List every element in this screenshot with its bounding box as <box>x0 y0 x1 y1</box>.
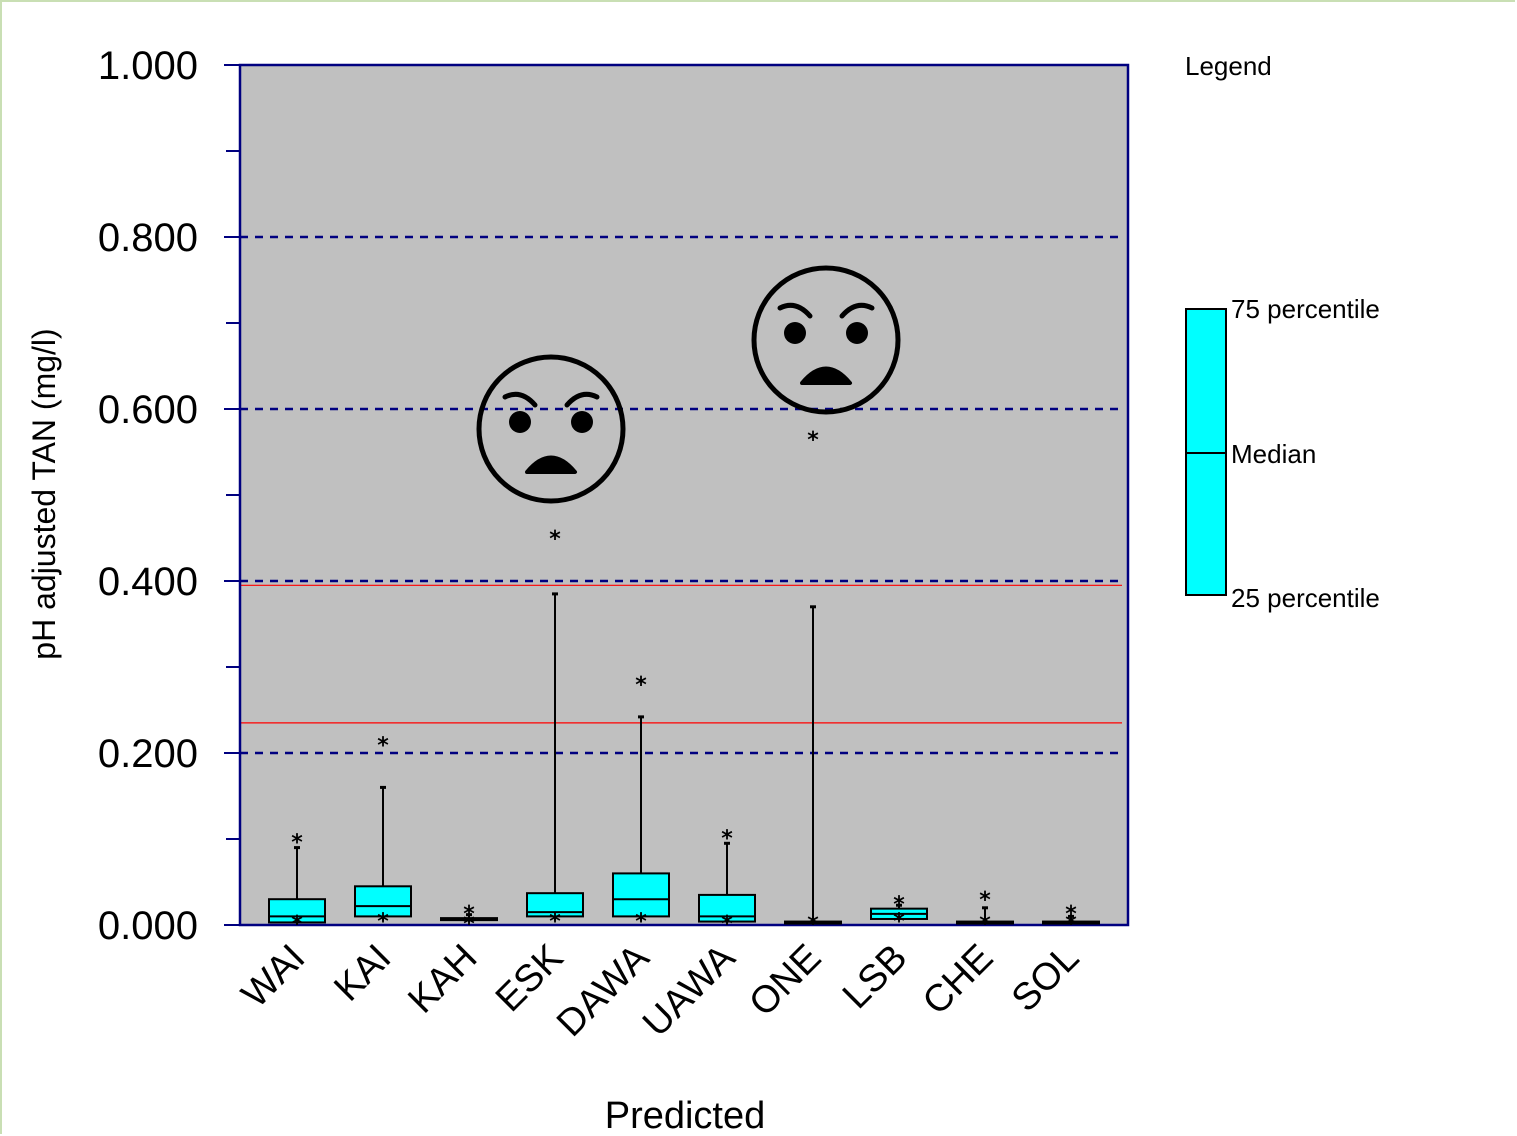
box-sol: ** <box>1042 902 1100 937</box>
outlier-marker-1: * <box>721 912 733 937</box>
outlier-marker-1: * <box>893 910 905 935</box>
face-brow-right <box>564 391 600 408</box>
legend-title: Legend <box>1185 51 1272 81</box>
outlier-marker-1: * <box>291 912 303 937</box>
outlier-marker-0: * <box>635 673 647 698</box>
y-tick-label-5: 1.000 <box>98 44 198 88</box>
y-tick-label-4: 0.800 <box>98 216 198 260</box>
face-eye-right <box>571 411 593 433</box>
box-uawa: ** <box>698 826 756 937</box>
y-tick-label-1: 0.200 <box>98 732 198 776</box>
legend-label-median: Median <box>1231 439 1316 469</box>
outlier-marker-0: * <box>1065 902 1077 927</box>
iqr-box <box>612 872 670 918</box>
angry-face-icon <box>751 265 901 415</box>
face-brow-left <box>502 391 538 408</box>
outlier-marker-1: * <box>979 912 991 937</box>
face-brow-left <box>777 302 813 319</box>
y-axis-title: pH adjusted TAN (mg/l) <box>26 328 62 659</box>
face-brow-right <box>839 302 875 319</box>
outlier-marker-0: * <box>721 826 733 851</box>
x-tick-label-dawa: DAWA <box>549 936 658 1045</box>
face-outline <box>476 354 626 504</box>
face-frown <box>525 455 577 474</box>
face-eye-right <box>846 322 868 344</box>
y-tick-label-3: 0.600 <box>98 388 198 432</box>
x-tick-label-lsb: LSB <box>835 937 915 1017</box>
box-lsb: ** <box>870 893 928 935</box>
box-kai: ** <box>354 733 412 935</box>
face-eye-left <box>509 411 531 433</box>
y-tick-label-0: 0.000 <box>98 904 198 948</box>
plot-background <box>240 65 1128 925</box>
x-tick-label-che: CHE <box>915 937 1001 1023</box>
outlier-marker-1: * <box>549 910 561 935</box>
box-wai: ** <box>268 831 326 937</box>
outlier-marker-0: * <box>291 831 303 856</box>
outlier-marker-0: * <box>463 902 475 927</box>
legend-label-75: 75 percentile <box>1231 294 1380 324</box>
x-tick-label-sol: SOL <box>1004 937 1087 1020</box>
x-tick-label-one: ONE <box>741 937 829 1025</box>
outlier-marker-1: * <box>1065 912 1077 937</box>
outlier-marker-1: * <box>807 912 819 937</box>
outlier-marker-0: * <box>807 428 819 453</box>
legend-label-25: 25 percentile <box>1231 583 1380 613</box>
box-dawa: ** <box>612 673 670 935</box>
y-tick-label-2: 0.400 <box>98 560 198 604</box>
face-eye-left <box>784 322 806 344</box>
box-che: ** <box>956 888 1014 937</box>
face-outline <box>751 265 901 415</box>
iqr-box <box>526 892 584 918</box>
box-esk: ** <box>526 527 584 935</box>
outlier-marker-1: * <box>463 912 475 937</box>
x-tick-label-uawa: UAWA <box>635 936 744 1045</box>
x-tick-label-kai: KAI <box>326 937 399 1010</box>
face-frown <box>800 366 852 385</box>
x-tick-label-wai: WAI <box>234 937 313 1016</box>
outlier-marker-0: * <box>979 888 991 913</box>
iqr-box <box>354 885 412 918</box>
x-tick-label-kah: KAH <box>400 937 485 1022</box>
angry-face-icon <box>476 354 626 504</box>
x-axis-title: Predicted <box>605 1095 766 1136</box>
outlier-marker-0: * <box>549 527 561 552</box>
box-kah: ** <box>440 902 498 937</box>
legend: Legend 75 percentile Median 25 percentil… <box>1185 51 1380 613</box>
outlier-marker-0: * <box>893 893 905 918</box>
outlier-marker-0: * <box>377 733 389 758</box>
outlier-marker-1: * <box>635 910 647 935</box>
box-one: ** <box>784 428 842 937</box>
outlier-marker-1: * <box>377 910 389 935</box>
